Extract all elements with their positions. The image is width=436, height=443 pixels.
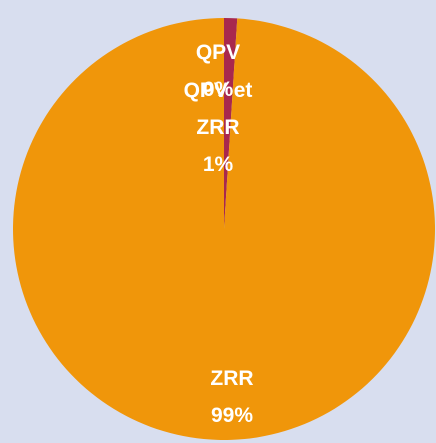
pie-slice [12,18,435,441]
slice-value: 1% [202,153,234,176]
slice-name: QPV [195,41,241,64]
pie-slice [224,18,238,229]
slice-name: QPV et ZRR [183,79,253,139]
slice-label: QPV 0% [158,34,278,108]
slice-label: ZRR 99% [172,360,292,434]
slice-label: QPV et ZRR 1% [173,72,263,183]
slice-value: 0% [202,78,234,101]
slice-name: ZRR [210,367,254,390]
slice-value: 99% [210,404,254,427]
